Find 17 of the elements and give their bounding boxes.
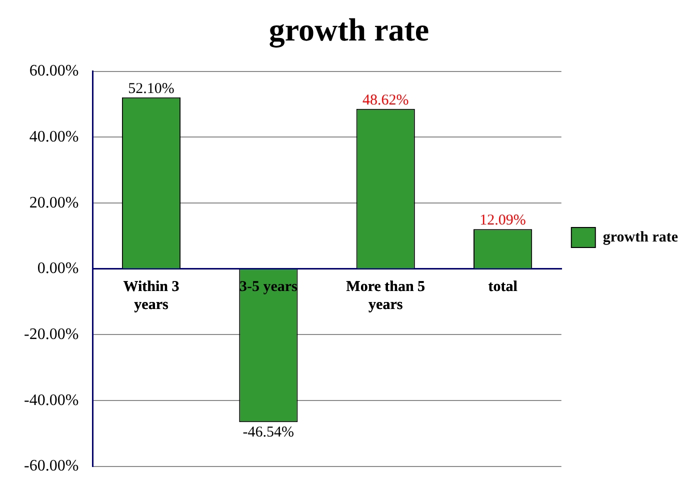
text: 12.09% bbox=[480, 212, 526, 229]
x-tick-label: total bbox=[488, 278, 518, 295]
chart-title: growth rate bbox=[268, 11, 430, 48]
y-tick-label: -40.00% bbox=[24, 392, 79, 409]
y-tick-label: 0.00% bbox=[37, 260, 79, 278]
text: 48.62% bbox=[362, 92, 409, 108]
y-tick-label: 60.00% bbox=[29, 62, 79, 80]
x-tick-label: Within 3 years bbox=[123, 278, 180, 313]
legend-label: growth rate bbox=[602, 229, 678, 246]
y-tick-label: 20.00% bbox=[29, 194, 79, 212]
text: 52.10% bbox=[128, 80, 174, 97]
y-tick-label: 40.00% bbox=[29, 128, 79, 146]
x-tick-label: 3-5 years bbox=[239, 278, 298, 295]
y-tick-label: -20.00% bbox=[24, 326, 79, 343]
x-tick-label: More than 5 years bbox=[346, 278, 426, 313]
y-tick-label: -60.00% bbox=[24, 458, 79, 475]
text: -46.54% bbox=[242, 424, 294, 441]
